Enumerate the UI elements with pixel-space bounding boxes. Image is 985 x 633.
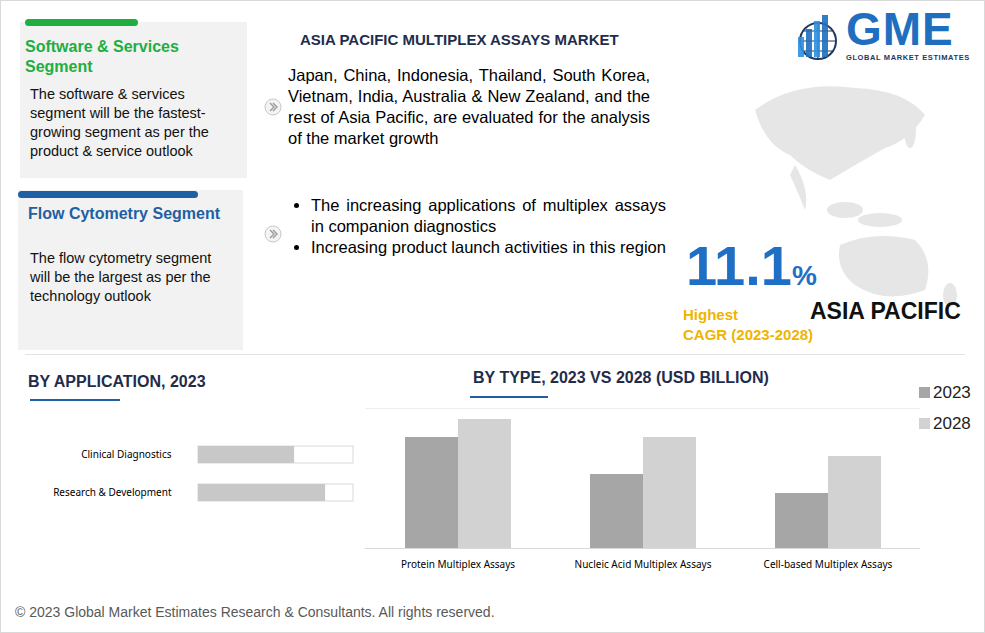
html-text:Flow Cytometry Segment: Flow Cytometry Segment xyxy=(28,205,220,222)
html-text:GLOBAL MARKET ESTIMATES: GLOBAL MARKET ESTIMATES xyxy=(846,53,970,62)
html-text:2023: 2023 xyxy=(933,383,971,402)
html-text:The flow cytometry segment wil: The flow cytometry segment will be the l… xyxy=(30,250,212,304)
svg-text:Cell-based Multiplex Assays: Cell-based Multiplex Assays xyxy=(764,557,893,571)
html-text:BY APPLICATION, 2023: BY APPLICATION, 2023 xyxy=(28,373,206,390)
html-text:© 2023 Global Market Estimates: © 2023 Global Market Estimates Research … xyxy=(15,604,495,620)
html-text:Highest: Highest xyxy=(683,306,738,323)
html-text:Japan, China, Indonesia, Thail: Japan, China, Indonesia, Thailand, South… xyxy=(288,66,650,147)
html-text:The software & services segmen: The software & services segment will be … xyxy=(30,86,209,159)
html-text:ASIA PACIFIC: ASIA PACIFIC xyxy=(810,298,961,324)
html-text:The increasing applications of: The increasing applications of multiplex… xyxy=(311,196,666,235)
html-text:Software & Services Segment: Software & Services Segment xyxy=(25,38,179,75)
svg-text:Research & Development: Research & Development xyxy=(53,485,172,499)
svg-text:Protein Multiplex Assays: Protein Multiplex Assays xyxy=(401,557,515,571)
svg-text:Nucleic Acid Multiplex Assays: Nucleic Acid Multiplex Assays xyxy=(575,557,712,571)
html-text:GME: GME xyxy=(846,3,954,55)
html-text:ASIA PACIFIC MULTIPLEX ASSAYS: ASIA PACIFIC MULTIPLEX ASSAYS MARKET xyxy=(300,31,619,48)
html-text:CAGR (2023-2028): CAGR (2023-2028) xyxy=(683,326,814,343)
html-text:BY TYPE, 2023 VS 2028 (USD BIL: BY TYPE, 2023 VS 2028 (USD BILLION) xyxy=(473,369,769,386)
html-text:Increasing product launch acti: Increasing product launch activities in … xyxy=(311,238,666,256)
html-text:2028: 2028 xyxy=(933,414,971,433)
html-text:11.1: 11.1 xyxy=(686,234,792,297)
svg-text:Clinical Diagnostics: Clinical Diagnostics xyxy=(81,447,171,461)
